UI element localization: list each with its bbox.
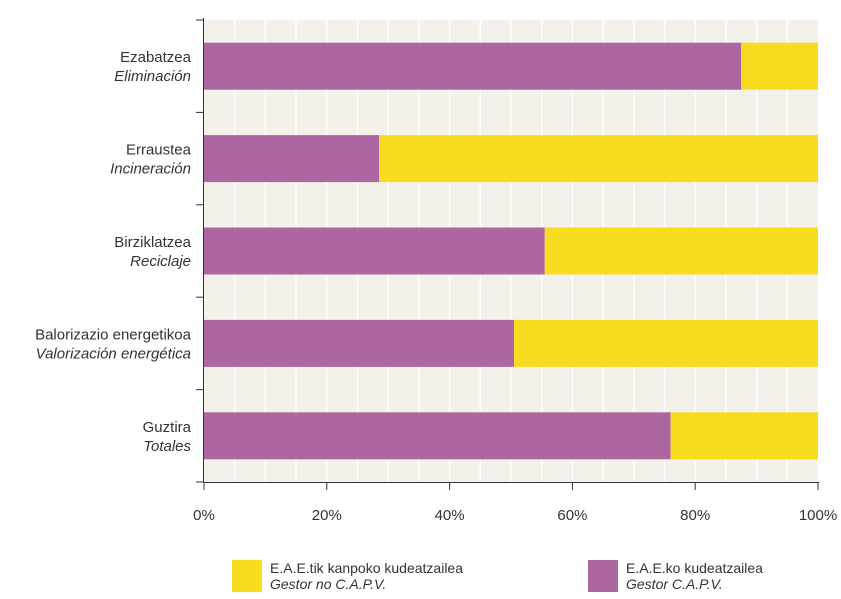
bar-segment-gestor-no-capv (378, 135, 818, 183)
category-label-eu: Erraustea (126, 142, 192, 159)
bar-segment-gestor-capv (204, 319, 515, 367)
legend-swatch-yellow (232, 560, 262, 592)
legend-label-es: Gestor C.A.P.V. (626, 576, 723, 592)
x-tick-label: 60% (557, 507, 587, 524)
category-labels: Ezabatzea Eliminación Erraustea Incineració… (35, 49, 192, 455)
x-tick-label: 0% (193, 507, 215, 524)
category-label-es: Valorización energética (36, 345, 191, 362)
legend-label-es: Gestor no C.A.P.V. (270, 576, 387, 592)
bar-segment-gestor-no-capv (544, 227, 818, 275)
legend-label-eu: E.A.E.ko kudeatzailea (626, 560, 763, 576)
bar-segment-gestor-no-capv (670, 412, 818, 460)
legend-item-gestor-capv: E.A.E.ko kudeatzailea Gestor C.A.P.V. (588, 560, 763, 594)
category-label-es: Incineración (110, 161, 191, 178)
legend-item-gestor-no-capv: E.A.E.tik kanpoko kudeatzailea Gestor no… (232, 560, 463, 594)
category-label-eu: Guztira (143, 419, 192, 436)
legend-label-eu: E.A.E.tik kanpoko kudeatzailea (270, 560, 464, 576)
x-tick-labels: 0% 20% 40% 60% 80% 100% (193, 507, 837, 524)
x-tick-label: 40% (435, 507, 465, 524)
category-label-eu: Birziklatzea (114, 234, 191, 251)
legend-swatch-purple (588, 560, 618, 592)
x-tick-label: 80% (680, 507, 710, 524)
bar-segment-gestor-capv (204, 135, 379, 183)
x-tick-label: 20% (312, 507, 342, 524)
category-label-es: Reciclaje (130, 253, 191, 270)
category-label-eu: Balorizazio energetikoa (35, 326, 192, 343)
bar-segment-gestor-no-capv (741, 42, 818, 90)
x-tick-label: 100% (799, 507, 837, 524)
bars (204, 42, 818, 460)
category-label-eu: Ezabatzea (120, 49, 192, 66)
bar-segment-gestor-capv (204, 412, 671, 460)
bar-segment-gestor-no-capv (514, 319, 818, 367)
axes (196, 18, 819, 490)
category-label-es: Eliminación (114, 68, 191, 85)
bar-segment-gestor-capv (204, 227, 545, 275)
bar-segment-gestor-capv (204, 42, 742, 90)
category-label-es: Totales (143, 438, 191, 455)
